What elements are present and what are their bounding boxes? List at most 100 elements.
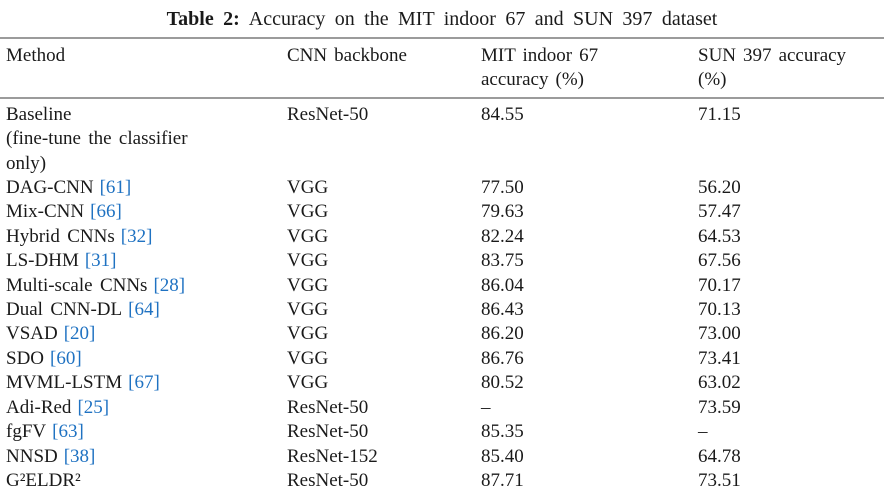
- sun-accuracy-cell: 70.17: [698, 274, 741, 296]
- method-cell: NNSD [38]: [0, 445, 287, 469]
- method-label: fgFV: [6, 421, 47, 443]
- table-row: Mix-CNN [66] VGG 79.63 57.47: [0, 200, 884, 224]
- mit-accuracy-cell: 80.52: [481, 372, 524, 394]
- table-row: LS-DHM [31] VGG 83.75 67.56: [0, 249, 884, 273]
- method-label: SDO: [6, 347, 45, 369]
- citation-link[interactable]: [38]: [63, 445, 96, 467]
- mit-accuracy-cell: 79.63: [481, 201, 524, 223]
- method-label: LS-DHM: [6, 250, 79, 272]
- mit-accuracy-cell: 83.75: [481, 250, 524, 272]
- backbone-cell: VGG: [287, 299, 329, 321]
- mit-accuracy-cell: 86.43: [481, 299, 524, 321]
- citation-link[interactable]: [67]: [128, 372, 160, 394]
- table-row: fgFV [63] ResNet-50 85.35 –: [0, 420, 884, 444]
- method-cell: Mix-CNN [66]: [0, 200, 287, 224]
- mit-accuracy-cell: –: [481, 396, 491, 418]
- sun-accuracy-cell: –: [698, 421, 708, 443]
- table-row: DAG-CNN [61] VGG 77.50 56.20: [0, 176, 884, 200]
- sun-accuracy-cell: 73.59: [698, 396, 741, 418]
- column-header-mit-accuracy: MIT indoor 67 accuracy (%): [481, 38, 698, 99]
- method-label: Adi-Red: [6, 396, 72, 418]
- column-header-backbone: CNN backbone: [287, 38, 481, 99]
- method-cell: LS-DHM [31]: [0, 249, 287, 273]
- method-label: Hybrid CNNs: [6, 225, 115, 247]
- method-cell: fgFV [63]: [0, 420, 287, 444]
- mit-accuracy-cell: 84.55: [481, 103, 524, 125]
- method-cell: Adi-Red [25]: [0, 396, 287, 420]
- citation-link[interactable]: [32]: [120, 225, 153, 247]
- method-cell: DAG-CNN [61]: [0, 176, 287, 200]
- backbone-cell: ResNet-50: [287, 469, 369, 491]
- table-row: G²ELDR² ResNet-50 87.71 73.51: [0, 469, 884, 492]
- method-cell: MVML-LSTM [67]: [0, 371, 287, 395]
- mit-accuracy-cell: 82.24: [481, 225, 524, 247]
- backbone-cell: VGG: [287, 177, 329, 199]
- citation-link[interactable]: [66]: [90, 201, 122, 223]
- table-caption-text: Accuracy on the MIT indoor 67 and SUN 39…: [248, 8, 718, 30]
- mit-accuracy-cell: 87.71: [481, 469, 524, 491]
- method-cell: Multi-scale CNNs [28]: [0, 274, 287, 298]
- backbone-cell: ResNet-152: [287, 445, 378, 467]
- sun-accuracy-cell: 70.13: [698, 299, 741, 321]
- citation-link[interactable]: [63]: [52, 421, 84, 443]
- table-caption-label: Table 2:: [166, 8, 240, 30]
- sun-accuracy-cell: 57.47: [698, 201, 741, 223]
- mit-accuracy-cell: 77.50: [481, 177, 524, 199]
- method-label: G²ELDR²: [6, 469, 81, 491]
- sun-accuracy-cell: 56.20: [698, 177, 741, 199]
- mit-accuracy-cell: 85.40: [481, 445, 524, 467]
- backbone-cell: ResNet-50: [287, 396, 369, 418]
- citation-link[interactable]: [25]: [77, 396, 110, 418]
- method-label: Dual CNN-DL: [6, 299, 123, 321]
- table-row: Multi-scale CNNs [28] VGG 86.04 70.17: [0, 274, 884, 298]
- method-cell: G²ELDR²: [0, 469, 287, 492]
- method-label: VSAD: [6, 323, 58, 345]
- sun-accuracy-cell: 64.78: [698, 445, 741, 467]
- sun-accuracy-cell: 71.15: [698, 103, 741, 125]
- backbone-cell: VGG: [287, 347, 329, 369]
- table-caption: Table 2: Accuracy on the MIT indoor 67 an…: [0, 0, 884, 31]
- method-label: Baseline (fine-tune the classifier only): [6, 103, 188, 174]
- column-header-sun-accuracy: SUN 397 accuracy (%): [698, 38, 884, 99]
- citation-link[interactable]: [20]: [63, 323, 96, 345]
- sun-accuracy-cell: 67.56: [698, 250, 741, 272]
- backbone-cell: VGG: [287, 274, 329, 296]
- citation-link[interactable]: [61]: [99, 177, 132, 199]
- column-header-method: Method: [0, 38, 287, 99]
- sun-accuracy-cell: 73.51: [698, 469, 741, 491]
- backbone-cell: VGG: [287, 250, 329, 272]
- method-label: NNSD: [6, 445, 58, 467]
- mit-accuracy-cell: 86.20: [481, 323, 524, 345]
- citation-link[interactable]: [28]: [153, 274, 186, 296]
- sun-accuracy-cell: 64.53: [698, 225, 741, 247]
- sun-accuracy-cell: 73.00: [698, 323, 741, 345]
- table-row: MVML-LSTM [67] VGG 80.52 63.02: [0, 371, 884, 395]
- table-header-row: Method CNN backbone MIT indoor 67 accura…: [0, 38, 884, 99]
- backbone-cell: VGG: [287, 372, 329, 394]
- method-cell: SDO [60]: [0, 347, 287, 371]
- method-cell: Baseline (fine-tune the classifier only): [0, 98, 287, 176]
- method-label: MVML-LSTM: [6, 372, 123, 394]
- sun-accuracy-cell: 73.41: [698, 347, 741, 369]
- table-row: SDO [60] VGG 86.76 73.41: [0, 347, 884, 371]
- mit-accuracy-cell: 86.04: [481, 274, 524, 296]
- backbone-cell: VGG: [287, 323, 329, 345]
- backbone-cell: VGG: [287, 201, 329, 223]
- citation-link[interactable]: [64]: [128, 299, 160, 321]
- backbone-cell: ResNet-50: [287, 421, 369, 443]
- mit-accuracy-cell: 85.35: [481, 421, 524, 443]
- table-body: Baseline (fine-tune the classifier only)…: [0, 98, 884, 492]
- backbone-cell: VGG: [287, 225, 329, 247]
- backbone-cell: ResNet-50: [287, 103, 369, 125]
- table-row: VSAD [20] VGG 86.20 73.00: [0, 322, 884, 346]
- citation-link[interactable]: [31]: [84, 250, 117, 272]
- table-row: Hybrid CNNs [32] VGG 82.24 64.53: [0, 225, 884, 249]
- method-label: Multi-scale CNNs: [6, 274, 148, 296]
- citation-link[interactable]: [60]: [50, 347, 82, 369]
- method-label: Mix-CNN: [6, 201, 85, 223]
- method-cell: VSAD [20]: [0, 322, 287, 346]
- table-row: NNSD [38] ResNet-152 85.40 64.78: [0, 445, 884, 469]
- mit-accuracy-cell: 86.76: [481, 347, 524, 369]
- method-cell: Hybrid CNNs [32]: [0, 225, 287, 249]
